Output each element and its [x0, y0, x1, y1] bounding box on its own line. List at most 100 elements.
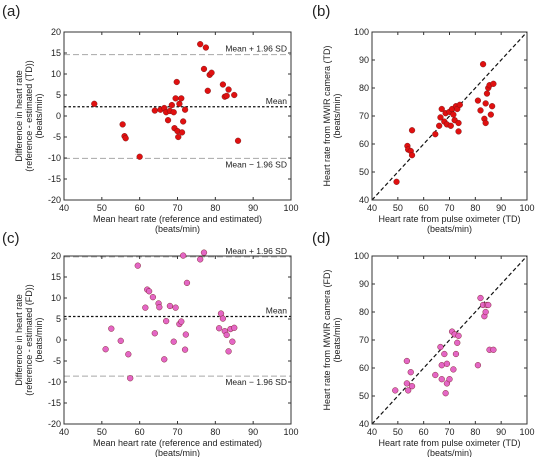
data-point	[149, 294, 157, 301]
data-point	[225, 348, 232, 355]
upper-limit-label: Mean + 1.96 SD	[225, 246, 287, 256]
y-tick-label: 50	[359, 167, 369, 177]
x-tick-label: 50	[97, 203, 107, 213]
x-tick-label: 70	[444, 203, 454, 213]
x-tick-label: 80	[210, 427, 220, 437]
x-axis-title: Mean heart rate (reference and estimated…	[93, 438, 262, 448]
x-tick-label: 70	[444, 427, 454, 437]
y-tick-label: -20	[48, 419, 61, 429]
data-point	[407, 369, 414, 376]
data-point	[172, 95, 179, 102]
y-tick-label: 90	[359, 279, 369, 289]
data-point	[438, 376, 445, 383]
data-point	[208, 69, 215, 76]
y-axis-title: (reference - estimated (TD))	[24, 60, 34, 172]
data-point	[202, 44, 209, 51]
data-point	[127, 375, 134, 382]
data-point	[452, 350, 460, 358]
x-tick-label: 90	[248, 203, 258, 213]
data-point	[178, 95, 185, 102]
data-point	[173, 78, 180, 86]
data-point	[403, 380, 410, 387]
data-point	[164, 117, 172, 124]
data-point	[408, 383, 416, 390]
data-point	[151, 107, 158, 114]
data-point	[178, 129, 186, 136]
x-tick-label: 60	[419, 203, 429, 213]
data-point	[454, 339, 461, 346]
data-point	[408, 127, 416, 134]
y-tick-label: -5	[53, 132, 61, 142]
y-tick-label: 5	[56, 314, 61, 324]
x-axis-title: (beats/min)	[427, 448, 472, 457]
data-point	[161, 356, 168, 363]
x-tick-label: 80	[470, 203, 480, 213]
y-axis-title: (beats/min)	[34, 93, 44, 138]
y-axis-title: (beats/min)	[34, 317, 44, 362]
y-tick-label: 60	[359, 139, 369, 149]
y-tick-label: 10	[51, 69, 61, 79]
data-point	[172, 304, 179, 311]
data-point	[441, 350, 448, 358]
data-point	[102, 346, 109, 353]
data-point	[183, 279, 191, 286]
data-point	[477, 294, 484, 302]
chart-panel-1: (a) 40 50 60 70 80 90 100 -20 -15 -10 -5 0 5 10 15 20 Mea…	[2, 3, 299, 234]
y-tick-label: -15	[48, 174, 61, 184]
mean-label: Mean	[266, 96, 288, 106]
x-tick-label: 100	[283, 203, 298, 213]
data-point	[108, 325, 115, 332]
y-tick-label: 15	[51, 272, 61, 282]
y-axis-title: Difference in heart rate	[14, 70, 24, 161]
x-tick-label: 70	[172, 203, 182, 213]
data-point	[487, 111, 494, 118]
data-point	[393, 178, 400, 185]
panel-label: (c)	[2, 230, 20, 247]
data-point	[166, 302, 174, 310]
x-tick-label: 40	[59, 203, 69, 213]
data-point	[474, 97, 482, 104]
y-tick-label: 20	[51, 251, 61, 261]
y-axis-title: (beats/min)	[332, 93, 342, 138]
x-tick-label: 90	[248, 427, 258, 437]
y-tick-label: -10	[48, 153, 61, 163]
data-point	[146, 288, 153, 295]
data-point	[180, 252, 187, 259]
data-point	[229, 338, 236, 345]
data-point	[156, 304, 163, 311]
data-point	[91, 100, 98, 107]
data-point	[474, 362, 482, 369]
data-point	[437, 343, 444, 351]
data-point	[136, 153, 143, 160]
data-point	[178, 318, 185, 325]
data-point	[197, 256, 204, 263]
data-point	[455, 128, 462, 135]
x-axis-title: Heart rate from pulse oximeter (TD)	[378, 438, 520, 448]
data-point	[438, 362, 445, 369]
chart-panel-3: (c) 40 50 60 70 80 90 100 -20 -15 -10 -5 0 5 10 15 20 Mea…	[2, 230, 299, 457]
data-point	[125, 351, 132, 358]
data-point	[175, 133, 182, 141]
data-point	[170, 109, 177, 116]
data-point	[447, 122, 454, 129]
data-point	[219, 81, 227, 88]
x-tick-label: 100	[519, 427, 534, 437]
data-point	[200, 249, 208, 256]
data-point	[134, 262, 141, 269]
data-point	[482, 119, 489, 127]
y-tick-label: 20	[51, 27, 61, 37]
x-tick-label: 60	[135, 427, 145, 437]
panel-label: (b)	[312, 3, 330, 20]
data-point	[122, 135, 129, 142]
data-point	[403, 357, 410, 365]
data-point	[442, 390, 449, 397]
data-point	[477, 107, 484, 114]
data-point	[180, 118, 187, 125]
y-tick-label: 10	[51, 293, 61, 303]
data-point	[436, 122, 443, 129]
data-point	[455, 332, 462, 339]
y-tick-label: 40	[359, 195, 369, 205]
upper-limit-label: Mean + 1.96 SD	[225, 44, 287, 54]
